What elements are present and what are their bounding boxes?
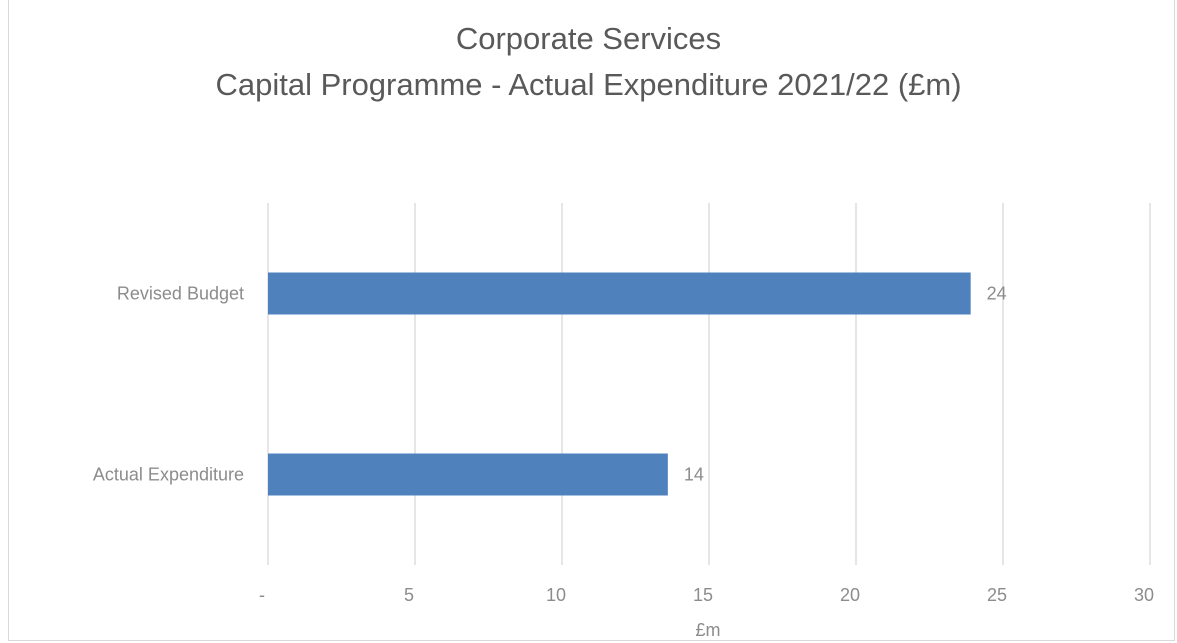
data-label: 14 (684, 465, 704, 485)
chart-title: Corporate Services (455, 21, 722, 56)
x-tick-label: 20 (840, 585, 860, 605)
chart-frame (8, 0, 1175, 641)
x-tick-label: - (259, 585, 265, 605)
x-tick-label: 30 (1134, 585, 1154, 605)
chart-subtitle: Capital Programme - Actual Expenditure 2… (215, 67, 962, 102)
y-category-label: Actual Expenditure (93, 465, 244, 485)
x-tick-label: 25 (987, 585, 1007, 605)
x-tick-label: 5 (404, 585, 414, 605)
x-axis-title: £m (695, 620, 720, 640)
y-category-label: Revised Budget (117, 284, 244, 304)
x-tick-label: 15 (693, 585, 713, 605)
labels: - 5 10 15 20 25 30 Revised Budget 24 Actual Expen… (93, 284, 1154, 606)
x-tick-label: 10 (546, 585, 566, 605)
gridlines (267, 203, 1151, 565)
bars (268, 272, 971, 496)
bar (268, 272, 971, 315)
data-label: 24 (987, 284, 1007, 304)
bar (268, 453, 668, 496)
